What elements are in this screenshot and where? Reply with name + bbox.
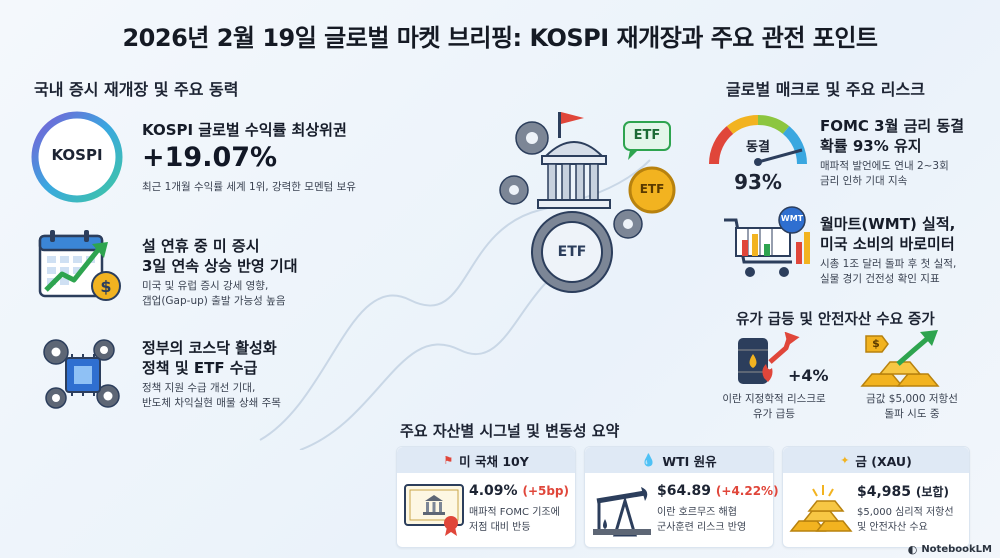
policy-desc-2: 반도체 차익실현 매물 상쇄 주목 <box>142 397 281 409</box>
wmt-badge: WMT <box>780 214 804 223</box>
fomc-gauge-icon: 동결 93% <box>706 110 810 194</box>
asset-value: $4,985 <box>857 484 912 500</box>
oil-pump-icon <box>591 479 653 539</box>
walmart-title-1: 월마트(WMT) 실적, <box>820 215 956 233</box>
asset-change: (+4.22%) <box>715 484 779 498</box>
oil-change: +4% <box>788 366 829 385</box>
asset-card-header: ⚑ 미 국채 10Y <box>397 447 575 473</box>
asset-desc-1: 매파적 FOMC 기조에 <box>469 507 560 518</box>
etf-building-gears-icon: ETF ETF ETF <box>488 104 688 304</box>
right-section-heading: 글로벌 매크로 및 주요 리스크 <box>726 80 925 99</box>
watermark-text: NotebookLM <box>921 544 992 555</box>
notebooklm-logo-icon: ◐ <box>907 543 918 556</box>
kospi-logo: KOSPI <box>30 110 124 204</box>
svg-text:$: $ <box>100 277 111 296</box>
oil-drop-icon: 💧 <box>641 453 657 467</box>
etf-coin-label: ETF <box>639 182 665 196</box>
asset-card-title: 금 (XAU) <box>855 453 912 469</box>
policy-title-2: 정책 및 ETF 수급 <box>142 359 258 377</box>
policy-desc-1: 정책 지원 수급 개선 기대, <box>142 382 256 394</box>
walmart-desc-2: 실물 경기 건전성 확인 지표 <box>820 273 940 285</box>
left-section-heading: 국내 증시 재개장 및 주요 동력 <box>34 80 239 99</box>
fomc-desc-2: 금리 인하 기대 지속 <box>820 175 908 187</box>
asset-card-header: ✦ 금 (XAU) <box>783 447 969 473</box>
fomc-gauge-value: 93% <box>734 170 782 194</box>
gears-chip-icon <box>38 334 128 414</box>
policy-title-1: 정부의 코스닥 활성화 <box>142 339 277 357</box>
oil-gold-heading: 유가 급등 및 안전자산 수요 증가 <box>736 312 935 328</box>
holiday-title-2: 3일 연속 상승 반영 기대 <box>142 257 298 275</box>
asset-desc-2: 저점 대비 반등 <box>469 522 531 533</box>
gold-stack-icon <box>789 483 853 535</box>
asset-card-gold: ✦ 금 (XAU) $4,985 (보합) $5,000 심리적 저항선 및 안… <box>782 446 970 548</box>
oil-desc-1: 이란 지정학적 리스크로 <box>722 393 826 405</box>
asset-change: (보합) <box>915 485 949 499</box>
kospi-logo-text: KOSPI <box>51 146 103 164</box>
bottom-heading: 주요 자산별 시그널 및 변동성 요약 <box>400 422 620 440</box>
asset-card-treasury: ⚑ 미 국채 10Y 4.09% (+5bp) 매파적 FOMC 기조에 저점 … <box>396 446 576 548</box>
walmart-desc-1: 시총 1조 달러 돌파 후 첫 실적, <box>820 258 957 270</box>
gold-price-tag: $ <box>872 337 880 350</box>
kospi-desc: 최근 1개월 수익률 세계 1위, 강력한 모멘텀 보유 <box>142 181 356 193</box>
sparkle-icon: ✦ <box>840 453 850 467</box>
gold-desc-2: 돌파 시도 중 <box>884 408 940 420</box>
fomc-title-2: 확률 93% 유지 <box>820 137 922 155</box>
gold-bars-icon: $ <box>858 330 944 392</box>
asset-value: $64.89 <box>657 483 712 499</box>
treasury-certificate-icon <box>403 481 465 537</box>
asset-desc-2: 군사훈련 리스크 반영 <box>657 522 747 533</box>
oil-barrel-icon <box>730 332 810 390</box>
oil-desc-2: 유가 급등 <box>753 408 795 420</box>
asset-desc-1: $5,000 심리적 저항선 <box>857 507 954 518</box>
holiday-title-1: 설 연휴 중 미 증시 <box>142 237 260 255</box>
calendar-chart-icon: $ <box>36 228 128 308</box>
walmart-title-2: 미국 소비의 바로미터 <box>820 235 955 253</box>
holiday-desc-2: 갭업(Gap-up) 출발 가능성 높음 <box>142 295 286 307</box>
asset-desc-1: 이란 호르무즈 해협 <box>657 507 737 518</box>
notebooklm-watermark: ◐ NotebookLM <box>908 543 992 556</box>
asset-card-header: 💧 WTI 원유 <box>585 447 773 473</box>
fomc-desc-1: 매파적 발언에도 연내 2~3회 <box>820 160 949 172</box>
asset-card-wti: 💧 WTI 원유 $64.89 (+4.22%) 이란 호르무즈 해협 군사훈련… <box>584 446 779 548</box>
fomc-gauge-label: 동결 <box>746 140 770 155</box>
kospi-value: +19.07% <box>142 142 278 173</box>
etf-bubble-label: ETF <box>633 128 661 143</box>
shopping-cart-chart-icon: WMT <box>722 206 812 286</box>
asset-card-title: 미 국채 10Y <box>459 453 529 469</box>
asset-value: 4.09% <box>469 483 518 499</box>
fomc-title-1: FOMC 3월 금리 동결 <box>820 117 965 135</box>
asset-card-title: WTI 원유 <box>662 453 717 469</box>
page-title: 2026년 2월 19일 글로벌 마켓 브리핑: KOSPI 재개장과 주요 관… <box>122 24 878 52</box>
asset-desc-2: 및 안전자산 수요 <box>857 522 928 533</box>
holiday-desc-1: 미국 및 유럽 증시 강세 영향, <box>142 280 269 292</box>
flag-icon: ⚑ <box>443 453 454 467</box>
etf-gear-label: ETF <box>557 244 587 260</box>
kospi-label: KOSPI 글로벌 수익률 최상위권 <box>142 121 347 139</box>
gold-desc-1: 금값 $5,000 저항선 <box>866 393 958 405</box>
asset-change: (+5bp) <box>522 484 570 498</box>
